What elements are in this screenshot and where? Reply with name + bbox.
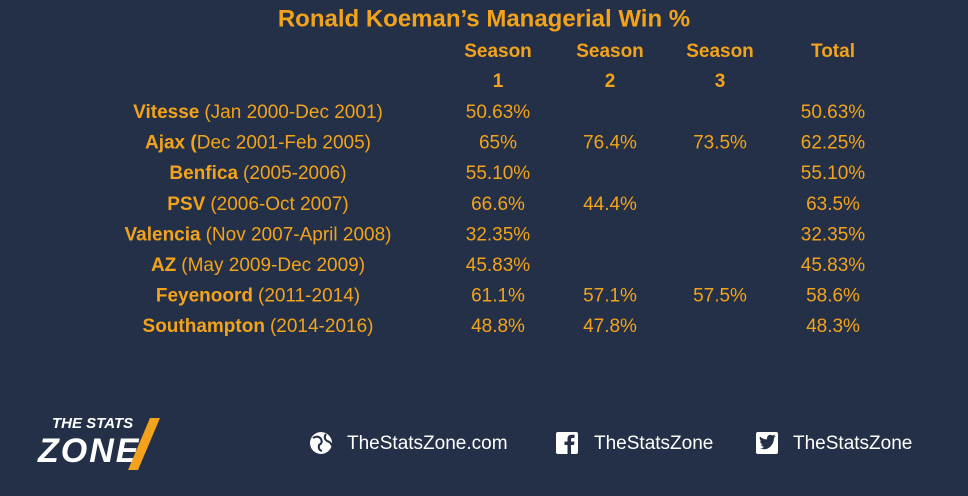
club-name: Benfica [169, 163, 238, 184]
social: TheStatsZone.com TheStatsZone TheStatsZo… [310, 432, 912, 454]
club-name: Southampton [143, 316, 265, 337]
logo-bottom: ZONE [37, 432, 140, 470]
row-label: PSV (2006-Oct 2007) [167, 194, 348, 215]
cell-value: 45.83% [801, 255, 866, 276]
club-name: Feyenoord [156, 286, 253, 307]
cell-value: 55.10% [466, 163, 531, 184]
table: Season 1 Season 2 Season 3 Total Vitesse (Jan 20… [125, 41, 866, 337]
cell-value: 55.10% [801, 163, 866, 184]
cell-value: 57.1% [583, 286, 637, 307]
twitter: TheStatsZone [793, 433, 912, 454]
column-header: 3 [715, 71, 726, 92]
logo-top: THE STATS [52, 415, 133, 432]
cell-value: 48.3% [806, 316, 860, 337]
row-label: Benfica (2005-2006) [169, 163, 346, 184]
club-name: Ajax ( [145, 133, 197, 154]
cell-value: 62.25% [801, 133, 866, 154]
cell-value: 73.5% [693, 133, 747, 154]
cell-value: 76.4% [583, 133, 637, 154]
row-label: Valencia (Nov 2007-April 2008) [125, 224, 392, 245]
cell-value: 50.63% [466, 102, 531, 123]
row-label: AZ (May 2009-Dec 2009) [151, 255, 365, 276]
column-header: 1 [493, 71, 504, 92]
logo: THE STATS ZONE [37, 415, 160, 470]
column-header: Season [576, 41, 644, 62]
club-period: (2006-Oct 2007) [210, 194, 348, 215]
cell-value: 65% [479, 133, 517, 154]
column-header: Season [464, 41, 532, 62]
club-period: (Nov 2007-April 2008) [206, 224, 392, 245]
cell-value: 61.1% [471, 286, 525, 307]
cell-value: 48.8% [471, 316, 525, 337]
cell-value: 63.5% [806, 194, 860, 215]
cell-value: 45.83% [466, 255, 531, 276]
row-label: Southampton (2014-2016) [143, 316, 374, 337]
row-label: Vitesse (Jan 2000-Dec 2001) [133, 102, 383, 123]
column-header: 2 [605, 71, 616, 92]
cell-value: 66.6% [471, 194, 525, 215]
club-name: Vitesse [133, 102, 199, 123]
cell-value: 58.6% [806, 286, 860, 307]
facebook-icon-f [564, 434, 575, 454]
logo-slash [128, 418, 160, 470]
club-period: (Jan 2000-Dec 2001) [204, 102, 383, 123]
twitter-bird [759, 434, 776, 450]
club-period: (2011-2014) [258, 286, 360, 307]
title: Ronald Koeman’s Managerial Win % [278, 5, 690, 32]
website: TheStatsZone.com [347, 433, 508, 454]
club-name: PSV [167, 194, 205, 215]
row-label: Feyenoord (2011-2014) [156, 286, 360, 307]
club-period: (2014-2016) [270, 316, 374, 337]
cell-value: 47.8% [583, 316, 637, 337]
column-header: Season [686, 41, 754, 62]
column-header: Total [811, 41, 855, 62]
club-period: Dec 2001-Feb 2005) [197, 133, 371, 154]
cell-value: 57.5% [693, 286, 747, 307]
club-period: (May 2009-Dec 2009) [181, 255, 365, 276]
club-name: AZ [151, 255, 177, 276]
cell-value: 32.35% [801, 224, 866, 245]
cell-value: 44.4% [583, 194, 637, 215]
cell-value: 32.35% [466, 224, 531, 245]
facebook: TheStatsZone [594, 433, 713, 454]
club-name: Valencia [125, 224, 201, 245]
row-label: Ajax (Dec 2001-Feb 2005) [145, 133, 371, 154]
globe-icon-detail [312, 433, 333, 452]
cell-value: 50.63% [801, 102, 866, 123]
club-period: (2005-2006) [243, 163, 347, 184]
